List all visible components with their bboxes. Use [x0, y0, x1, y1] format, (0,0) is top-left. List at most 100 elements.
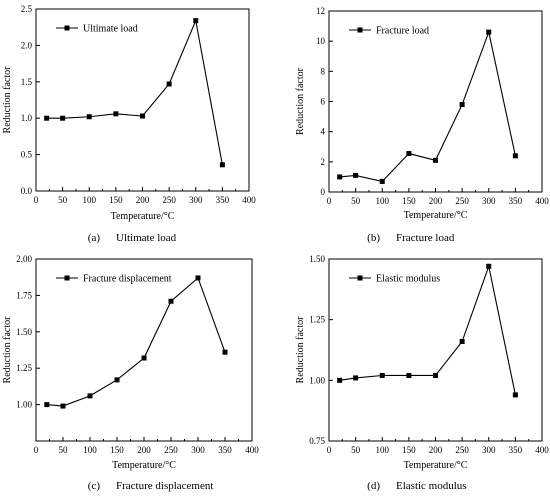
chart-panel-1: 0 50 100 150 200 250 300 350 400 0.0 0.5 1.0 1.5 2.0 2… [2, 4, 256, 244]
y-tick-label: 0 [321, 187, 326, 197]
x-tick-label: 0 [34, 195, 39, 205]
data-point [193, 18, 199, 24]
x-tick-label: 250 [164, 445, 178, 455]
y-tick-label: 0.75 [309, 436, 325, 446]
data-point [433, 157, 438, 163]
y-axis-label: Reduction factor [295, 316, 306, 384]
caption-letter: (a) [88, 232, 101, 244]
data-point [459, 102, 465, 108]
data-point [406, 151, 412, 157]
y-tick-label: 6 [321, 97, 326, 107]
y-tick-label: 1.50 [309, 254, 325, 264]
x-tick-label: 50 [351, 445, 361, 455]
chart-panel-3: 0 50 100 150 200 250 300 350 400 1.00 1.25 1.50 1.75… [2, 254, 259, 492]
data-point [222, 349, 228, 355]
y-tick-label: 2.00 [16, 254, 32, 264]
y-tick-label: 2.5 [21, 4, 33, 14]
data-point [86, 114, 92, 120]
data-point [379, 178, 385, 184]
data-point [512, 153, 518, 159]
caption-text: Elastic modulus [396, 480, 467, 492]
x-tick-label: 350 [509, 196, 523, 206]
caption-text: Ultimate load [116, 232, 177, 244]
x-tick-label: 400 [535, 445, 549, 455]
x-tick-label: 200 [429, 196, 443, 206]
x-tick-label: 50 [58, 195, 68, 205]
x-tick-label: 50 [351, 196, 361, 206]
data-point [114, 377, 120, 383]
series-line [339, 30, 516, 183]
series-line [46, 18, 223, 165]
y-tick-label: 0.0 [21, 186, 33, 196]
x-axis-label: Temperature/°C [404, 210, 468, 221]
series-line [339, 264, 516, 396]
y-tick-label: 1.50 [16, 327, 32, 337]
caption-text: Fracture displacement [116, 480, 213, 492]
data-point [44, 115, 50, 121]
plot-frame [35, 8, 250, 192]
x-tick-label: 0 [34, 445, 39, 455]
x-tick-label: 200 [137, 445, 151, 455]
x-tick-label: 250 [162, 195, 176, 205]
data-point [60, 115, 66, 121]
data-point [353, 172, 359, 178]
x-tick-label: 150 [110, 445, 124, 455]
x-tick-label: 350 [218, 445, 232, 455]
x-tick-label: 100 [376, 196, 390, 206]
x-tick-label: 400 [245, 445, 259, 455]
x-tick-label: 250 [455, 196, 469, 206]
x-tick-label: 200 [136, 195, 150, 205]
x-tick-label: 300 [191, 445, 205, 455]
y-tick-label: 1.0 [21, 113, 33, 123]
data-point [379, 372, 385, 378]
y-tick-label: 1.00 [309, 375, 325, 385]
data-point [168, 298, 174, 304]
series-line [46, 276, 226, 407]
legend-label: Fracture load [376, 26, 429, 37]
x-tick-label: 0 [327, 196, 332, 206]
data-point [512, 392, 518, 398]
x-tick-label: 250 [455, 445, 469, 455]
x-axis-label: Temperature/°C [112, 460, 176, 471]
x-tick-label: 200 [429, 445, 443, 455]
y-tick-label: 0.5 [21, 150, 33, 160]
data-point [353, 375, 359, 381]
x-tick-label: 300 [482, 445, 496, 455]
x-tick-label: 100 [83, 445, 97, 455]
data-point [486, 29, 492, 35]
legend-marker [64, 25, 70, 31]
x-tick-label: 300 [482, 196, 496, 206]
caption-text: Fracture load [396, 232, 455, 244]
y-tick-label: 2 [321, 157, 326, 167]
data-point [433, 372, 438, 378]
y-tick-label: 1.00 [16, 400, 32, 410]
x-tick-label: 400 [535, 196, 549, 206]
data-point [337, 174, 343, 180]
y-tick-label: 1.75 [16, 290, 32, 300]
x-axis-label: Temperature/°C [404, 460, 468, 471]
x-tick-label: 100 [376, 445, 390, 455]
x-tick-label: 150 [402, 196, 416, 206]
y-tick-label: 1.5 [21, 77, 33, 87]
data-point [195, 275, 201, 281]
y-axis-label: Reduction factor [2, 66, 13, 134]
y-axis-label: Reduction factor [295, 67, 306, 135]
y-tick-label: 10 [316, 36, 326, 46]
x-tick-label: 0 [327, 445, 332, 455]
data-point [87, 393, 93, 399]
plot-frame [35, 258, 253, 442]
x-tick-label: 100 [83, 195, 97, 205]
legend-label: Ultimate load [83, 24, 138, 35]
x-tick-label: 400 [242, 195, 256, 205]
data-point [219, 162, 225, 168]
x-tick-label: 150 [402, 445, 416, 455]
data-point [44, 402, 50, 408]
y-tick-label: 12 [316, 6, 325, 16]
x-axis-label: Temperature/°C [111, 211, 175, 222]
data-point [141, 355, 147, 361]
y-tick-label: 1.25 [16, 363, 32, 373]
chart-panel-4: 0 50 100 150 200 250 300 350 400 0.75 1.00 1.25 1.50… [295, 254, 549, 492]
data-point [486, 263, 492, 269]
legend-marker [357, 275, 363, 281]
